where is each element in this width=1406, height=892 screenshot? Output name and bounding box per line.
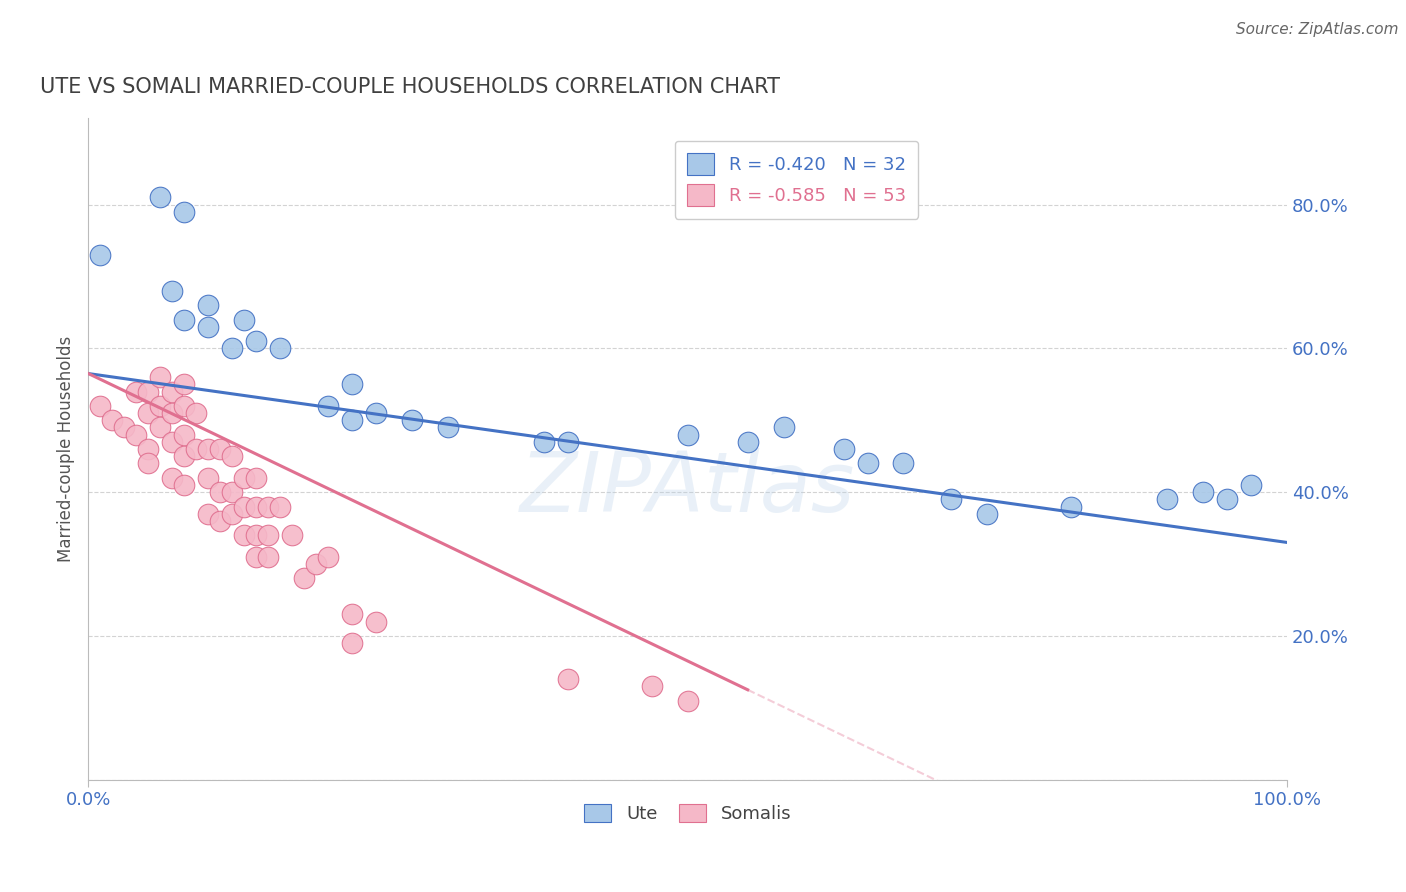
Point (186, 442, 208, 456)
Point (125, 427, 148, 442)
Point (1216, 492, 1239, 507)
Point (209, 485, 232, 500)
Point (136, 384, 159, 399)
Point (89, 248, 111, 262)
Point (340, 413, 363, 427)
Point (173, 449, 195, 463)
Point (162, 284, 184, 298)
Point (233, 312, 256, 326)
Point (856, 457, 879, 471)
Y-axis label: Married-couple Households: Married-couple Households (58, 336, 75, 562)
Point (281, 528, 304, 542)
Point (233, 500, 256, 514)
Point (197, 442, 219, 456)
Point (221, 507, 243, 521)
Point (221, 449, 243, 463)
Point (233, 528, 256, 542)
Point (269, 342, 291, 356)
Legend: Ute, Somalis: Ute, Somalis (576, 797, 799, 830)
Point (233, 471, 256, 485)
Point (245, 549, 267, 564)
Point (941, 492, 963, 507)
Point (364, 406, 387, 420)
Point (173, 478, 195, 492)
Point (221, 342, 243, 356)
Point (557, 434, 579, 449)
Point (89, 399, 111, 413)
Point (316, 399, 339, 413)
Point (340, 607, 363, 622)
Point (173, 399, 195, 413)
Point (173, 427, 195, 442)
Point (173, 377, 195, 392)
Point (209, 442, 232, 456)
Point (832, 442, 855, 456)
Point (257, 528, 280, 542)
Point (676, 693, 699, 707)
Text: UTE VS SOMALI MARRIED-COUPLE HOUSEHOLDS CORRELATION CHART: UTE VS SOMALI MARRIED-COUPLE HOUSEHOLDS … (41, 78, 780, 97)
Point (162, 384, 184, 399)
Point (173, 205, 195, 219)
Point (162, 406, 184, 420)
Point (149, 420, 172, 434)
Point (112, 420, 135, 434)
Point (1192, 485, 1215, 500)
Point (136, 406, 159, 420)
Point (893, 457, 915, 471)
Text: Source: ZipAtlas.com: Source: ZipAtlas.com (1236, 22, 1399, 37)
Point (437, 420, 460, 434)
Point (245, 334, 267, 349)
Point (136, 457, 159, 471)
Point (257, 500, 280, 514)
Point (292, 571, 315, 585)
Point (676, 427, 699, 442)
Point (101, 413, 124, 427)
Point (209, 514, 232, 528)
Point (173, 312, 195, 326)
Point (772, 420, 794, 434)
Point (149, 370, 172, 384)
Point (197, 319, 219, 334)
Point (269, 500, 291, 514)
Point (641, 679, 664, 693)
Point (737, 434, 759, 449)
Point (305, 557, 328, 571)
Point (197, 471, 219, 485)
Point (1156, 492, 1178, 507)
Point (245, 500, 267, 514)
Point (125, 384, 148, 399)
Point (221, 485, 243, 500)
Point (533, 434, 555, 449)
Point (257, 549, 280, 564)
Point (316, 549, 339, 564)
Point (340, 377, 363, 392)
Point (162, 471, 184, 485)
Point (149, 190, 172, 204)
Point (136, 442, 159, 456)
Point (1240, 478, 1263, 492)
Point (557, 672, 579, 686)
Point (364, 615, 387, 629)
Text: ZIPAtlas: ZIPAtlas (520, 448, 855, 529)
Point (186, 406, 208, 420)
Point (976, 507, 998, 521)
Point (197, 507, 219, 521)
Point (162, 434, 184, 449)
Point (197, 298, 219, 312)
Point (1060, 500, 1083, 514)
Point (245, 471, 267, 485)
Point (340, 636, 363, 650)
Point (149, 399, 172, 413)
Point (245, 528, 267, 542)
Point (401, 413, 423, 427)
